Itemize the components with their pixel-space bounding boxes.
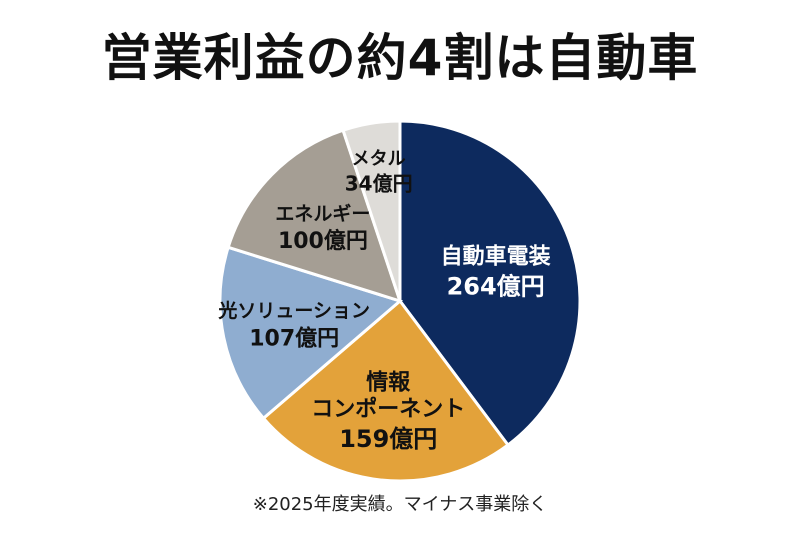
chart-title: 営業利益の約4割は自動車 <box>101 29 699 87</box>
slice-value-label: 107億円 <box>249 326 339 352</box>
slice-value-label: 100億円 <box>278 228 368 254</box>
pie-slices <box>218 119 582 483</box>
slice-value-label: 264億円 <box>447 272 545 300</box>
slice-name-label: 情報 <box>366 370 411 396</box>
footnote: ※2025年度実績。マイナス事業除く <box>252 494 548 515</box>
slice-name-label: 光ソリューション <box>217 299 370 322</box>
pie-slice <box>398 119 582 448</box>
pie-slice <box>261 298 511 483</box>
slice-name-label: エネルギー <box>275 203 370 225</box>
slice-name-label: メタル <box>352 149 406 170</box>
pie-slice <box>218 245 404 421</box>
slice-name-label: コンポーネント <box>311 396 465 422</box>
slice-name-label: 自動車電装 <box>441 244 551 270</box>
slice-value-label: 159億円 <box>339 425 437 453</box>
pie-slice <box>341 119 402 302</box>
slice-value-label: 34億円 <box>345 172 413 196</box>
